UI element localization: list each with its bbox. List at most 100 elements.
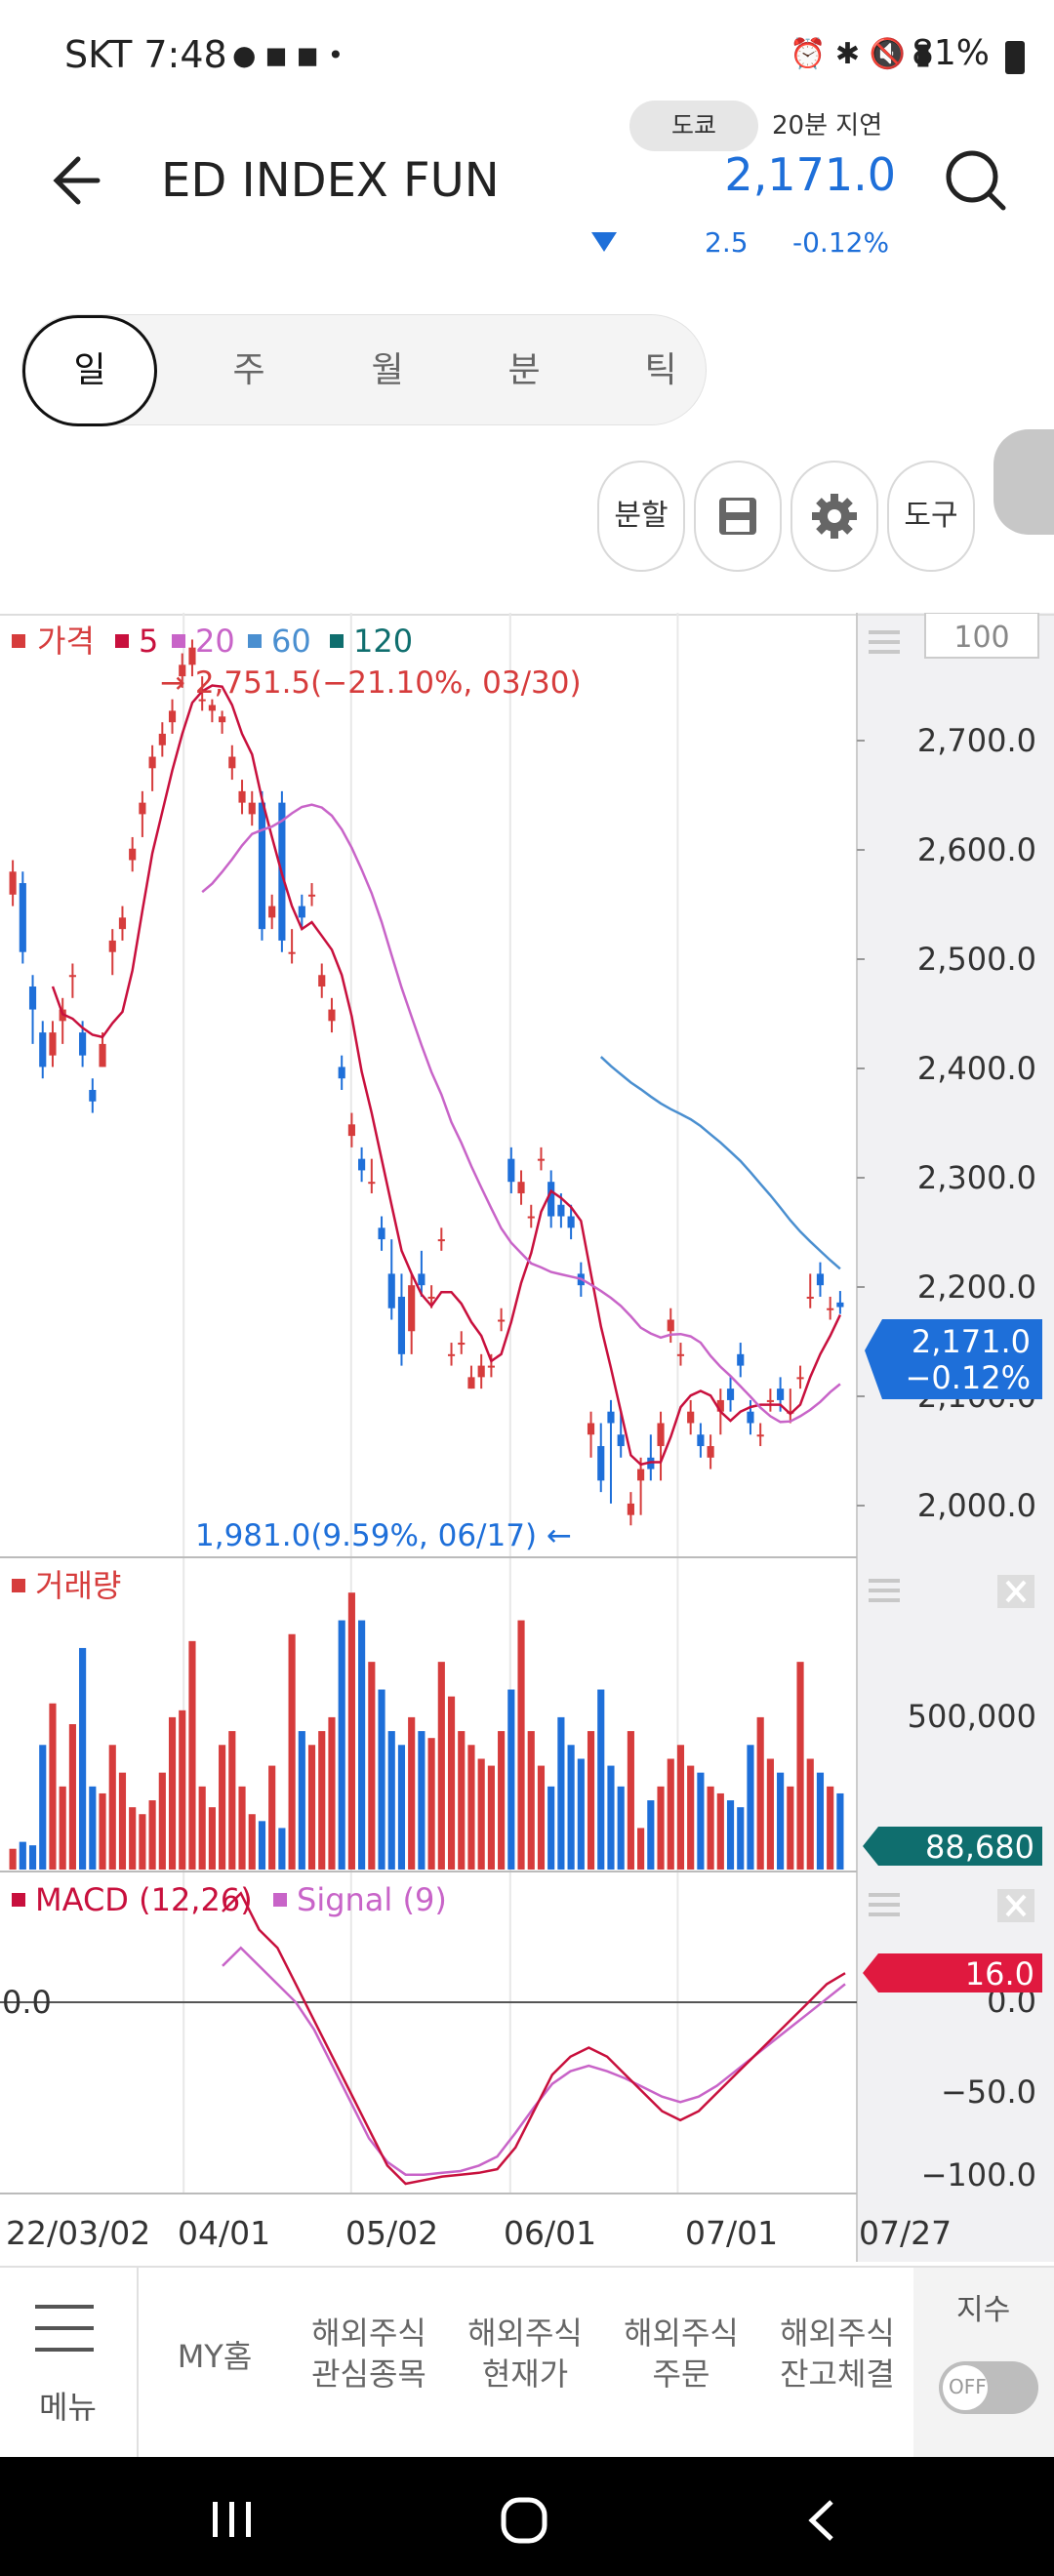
zoom-value: 100: [953, 621, 1009, 655]
price-panel-grip[interactable]: [869, 630, 900, 634]
tab-month[interactable]: 월: [371, 350, 404, 390]
candle-body: [477, 1365, 485, 1378]
edge-panel-handle[interactable]: [993, 429, 1054, 535]
current-price: 2,171.0: [724, 148, 896, 201]
tab-tick[interactable]: 틱: [644, 350, 677, 390]
volume-close-button[interactable]: [997, 1575, 1034, 1608]
zoom-box[interactable]: [924, 612, 1039, 659]
candle-body: [726, 1389, 735, 1400]
volume-bar: [467, 1745, 475, 1870]
candle-body: [816, 1273, 825, 1286]
macd-close-button[interactable]: [997, 1889, 1034, 1922]
carrier-time: SKT 7:48: [64, 33, 227, 76]
volume-bar: [687, 1765, 695, 1870]
candle-body: [547, 1182, 555, 1217]
volume-bar: [697, 1772, 705, 1870]
candle-body: [238, 790, 246, 803]
candle-body: [387, 1273, 395, 1308]
y-tick: 2,700.0: [917, 722, 1036, 759]
volume-bar: [517, 1620, 525, 1870]
volume-bar: [39, 1745, 47, 1870]
volume-bar: [248, 1814, 256, 1870]
volume-bar: [49, 1703, 57, 1870]
back-icon[interactable]: [802, 2498, 841, 2547]
tools-button[interactable]: 도구: [887, 461, 975, 572]
candle-body: [447, 1353, 456, 1356]
volume-bar: [307, 1745, 316, 1870]
tab-week[interactable]: 주: [232, 350, 265, 390]
volume-bar: [19, 1841, 26, 1870]
volume-bar: [607, 1765, 615, 1870]
nav-current-price[interactable]: 해외주식 현재가: [467, 2314, 583, 2393]
candle-body: [827, 1308, 834, 1310]
candle-body: [219, 716, 226, 723]
candle-body: [697, 1434, 705, 1447]
candle-body: [99, 1043, 106, 1067]
delay-label: 20분 지연: [772, 111, 883, 141]
back-arrow-icon[interactable]: [43, 141, 121, 220]
chart-area[interactable]: 가격 5 20 60 120 100 → 2,751.5(−21.10%, 03…: [0, 612, 1054, 2262]
x-tick: 06/01: [504, 2214, 596, 2252]
volume-bar: [158, 1772, 166, 1870]
volume-bar: [806, 1758, 814, 1870]
candle-body: [208, 704, 216, 711]
nav-watchlist[interactable]: 해외주식 관심종목: [311, 2314, 426, 2393]
volume-bar: [716, 1792, 724, 1870]
candle-body: [777, 1389, 785, 1400]
legend-price: 가격: [37, 623, 95, 660]
volume-bar: [816, 1772, 825, 1870]
candle-body: [79, 1032, 87, 1056]
candle-body: [347, 1124, 355, 1137]
volume-bar: [557, 1716, 565, 1870]
candle-body: [766, 1399, 774, 1402]
volume-bar: [527, 1731, 535, 1870]
volume-bar: [208, 1807, 216, 1870]
candle-body: [467, 1377, 475, 1389]
recent-apps-icon[interactable]: [211, 2500, 254, 2543]
macd-current-value: 16.0: [965, 1955, 1034, 1992]
settings-button[interactable]: [790, 461, 878, 572]
tab-day[interactable]: 일: [22, 315, 157, 426]
nav-balance[interactable]: 해외주식 잔고체결: [780, 2314, 895, 2393]
volume-bar: [358, 1620, 366, 1870]
volume-bar: [827, 1786, 834, 1870]
chart-svg[interactable]: 가격 5 20 60 120 100 → 2,751.5(−21.10%, 03…: [0, 612, 1054, 2262]
volume-bar: [228, 1731, 236, 1870]
volume-panel-grip[interactable]: [869, 1579, 900, 1583]
legend-ma5: 5: [139, 623, 158, 660]
volume-bar: [418, 1731, 426, 1870]
split-button[interactable]: 분할: [597, 461, 685, 572]
ma5-line: [51, 684, 842, 1467]
candle-body: [228, 756, 236, 769]
home-icon[interactable]: [500, 2496, 548, 2549]
candle-body: [307, 894, 316, 897]
volume-bar: [148, 1800, 156, 1870]
candle-body: [737, 1353, 745, 1366]
candle-body: [517, 1182, 525, 1193]
volume-bar: [766, 1758, 774, 1870]
candle-body: [9, 871, 17, 895]
save-button[interactable]: [694, 461, 782, 572]
volume-bar: [68, 1724, 76, 1870]
candle-body: [507, 1158, 515, 1183]
menu-button[interactable]: 메뉴: [0, 2268, 137, 2459]
nav-order[interactable]: 해외주식 주문: [624, 2314, 739, 2393]
notification-icons: ● ◼ ◼ •: [232, 39, 345, 71]
nav-my-home[interactable]: MY홈: [177, 2338, 253, 2375]
candle-body: [198, 699, 206, 702]
search-icon[interactable]: [937, 141, 1015, 220]
candle-body: [248, 802, 256, 815]
high-annotation: → 2,751.5(−21.10%, 03/30): [160, 665, 582, 701]
volume-bar: [477, 1758, 485, 1870]
volume-bar: [747, 1745, 754, 1870]
index-toggle[interactable]: OFF: [939, 2361, 1038, 2414]
x-tick: 04/01: [178, 2214, 270, 2252]
tab-minute[interactable]: 분: [507, 350, 541, 390]
volume-bar: [637, 1828, 645, 1870]
system-status-icons: ⏰ ✱ 🔇 ▮: [790, 37, 931, 71]
macd-panel-grip[interactable]: [869, 1893, 900, 1897]
x-tick: 22/03/02: [6, 2214, 150, 2252]
volume-bar: [597, 1689, 605, 1870]
candle-body: [557, 1204, 565, 1217]
hamburger-icon: [35, 2305, 94, 2361]
